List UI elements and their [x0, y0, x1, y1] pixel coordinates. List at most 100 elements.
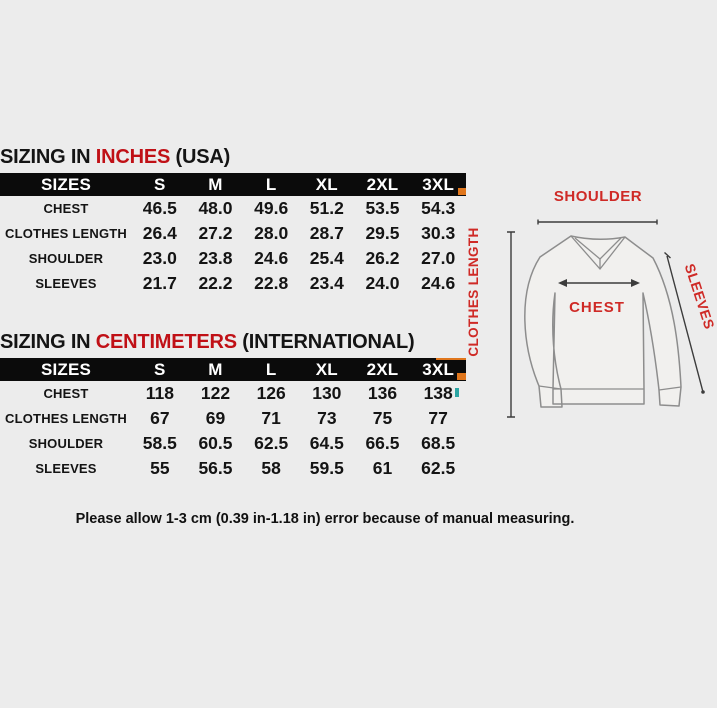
table-row: CLOTHES LENGTH 26.4 27.2 28.0 28.7 29.5 30.3: [0, 221, 466, 246]
measurement-value: 69: [205, 408, 226, 428]
measurement-value: 48.0: [198, 198, 233, 218]
measurement-value: 30.3: [421, 223, 456, 243]
heading-unit-centimeters: CENTIMETERS: [95, 331, 237, 353]
header-cell-sizes: SIZES: [40, 359, 92, 379]
measurement-value: 46.5: [142, 198, 177, 218]
clothes-length-label: CLOTHES LENGTH: [466, 227, 481, 356]
measurement-value: 23.8: [198, 248, 233, 268]
header-cell-size: S: [154, 174, 166, 194]
table-row: CLOTHES LENGTH 67 69 71 73 75 77: [0, 406, 466, 431]
header-cell-size: M: [208, 174, 223, 194]
heading-unit-inches: INCHES: [95, 146, 171, 168]
clothes-length-measure-line: [507, 231, 515, 418]
sleeves-measure-end-dot: [701, 390, 705, 394]
shoulder-label: SHOULDER: [554, 188, 642, 205]
cropped-orange-strip: [436, 358, 466, 360]
measurement-value: 22.2: [198, 273, 233, 293]
row-label: SLEEVES: [35, 461, 97, 476]
right-cuff-line: [658, 386, 682, 391]
chest-arrowhead-right: [631, 279, 640, 287]
table-row: SLEEVES 55 56.5 58 59.5 61 62.5: [0, 456, 466, 481]
row-label: CLOTHES LENGTH: [5, 226, 127, 241]
cropped-orange-mark: [457, 373, 466, 380]
chest-arrowhead-left: [558, 279, 567, 287]
measurement-value: 29.5: [365, 223, 400, 243]
measurement-value: 71: [261, 408, 281, 428]
measurement-value: 67: [150, 408, 170, 428]
measurement-value: 118: [145, 383, 174, 403]
header-cell-size: 2XL: [366, 174, 399, 194]
measurement-value: 122: [200, 383, 231, 403]
measurement-value: 24.0: [365, 273, 400, 293]
header-cell-size: 3XL: [422, 174, 455, 194]
measurement-value: 61: [372, 458, 393, 478]
header-cell-size: L: [265, 174, 277, 194]
measurement-value: 24.6: [254, 248, 289, 268]
measurement-value: 130: [312, 383, 342, 403]
header-cell-size: L: [265, 359, 277, 379]
header-cell-size: M: [208, 359, 223, 379]
row-label: CHEST: [43, 386, 89, 401]
heading-sizing-centimeters: SIZING IN CENTIMETERS (INTERNATIONAL): [0, 331, 415, 353]
header-cell-size: S: [154, 359, 166, 379]
measurement-value: 26.2: [365, 248, 400, 268]
measurement-value: 136: [367, 383, 398, 403]
header-cell-size: XL: [315, 174, 338, 194]
table-row: SLEEVES 21.7 22.2 22.8 23.4 24.0 24.6: [0, 271, 466, 296]
sizing-table-centimeters: SIZES S M L XL 2XL 3XL CHEST 118 122 126 130 136 138 C…: [0, 358, 466, 481]
table-row: CHEST 118 122 126 130 136 138: [0, 381, 466, 406]
heading-suffix: (USA): [170, 146, 231, 168]
header-cell-size: 2XL: [366, 359, 399, 379]
table-header-row: SIZES S M L XL 2XL 3XL: [0, 358, 466, 381]
heading-suffix: (INTERNATIONAL): [236, 331, 415, 353]
measurement-value: 60.5: [198, 433, 233, 453]
measurement-value: 24.6: [421, 273, 456, 293]
measurement-value: 138: [423, 383, 453, 403]
sweater-outline: [524, 235, 682, 408]
measurement-value: 28.0: [254, 223, 289, 243]
left-cuff-line: [538, 385, 562, 390]
measurement-value: 22.8: [254, 273, 289, 293]
table-row: SHOULDER 58.5 60.5 62.5 64.5 66.5 68.5: [0, 431, 466, 456]
measurement-value: 21.7: [142, 273, 177, 293]
cropped-teal-mark: [455, 388, 459, 397]
header-cell-size: XL: [315, 359, 338, 379]
measurement-value: 77: [428, 408, 448, 428]
row-label: SHOULDER: [28, 251, 104, 266]
sizing-table-inches: SIZES S M L XL 2XL 3XL CHEST 46.5 48.0 49.6 51.2 53.…: [0, 173, 466, 296]
measurement-value: 73: [317, 408, 337, 428]
sleeves-label: SLEEVES: [682, 262, 717, 332]
measurement-value: 27.0: [421, 248, 456, 268]
table-header-row: SIZES S M L XL 2XL 3XL: [0, 173, 466, 196]
measurement-value: 64.5: [309, 433, 344, 453]
cropped-orange-mark: [458, 188, 466, 195]
chest-label: CHEST: [569, 299, 625, 316]
measurement-value: 49.6: [254, 198, 289, 218]
measurement-value: 23.4: [309, 273, 344, 293]
measurement-value: 66.5: [365, 433, 400, 453]
measurement-value: 59.5: [309, 458, 344, 478]
row-label: SLEEVES: [35, 276, 97, 291]
measurement-value: 55: [150, 458, 170, 478]
measurement-value: 62.5: [254, 433, 289, 453]
measurement-value: 27.2: [198, 223, 233, 243]
header-cell-size: 3XL: [422, 359, 455, 379]
measurement-value: 28.7: [309, 223, 344, 243]
measurement-value: 54.3: [421, 198, 456, 218]
table-row: SHOULDER 23.0 23.8 24.6 25.4 26.2 27.0: [0, 246, 466, 271]
sleeves-measure-line: [664, 251, 704, 393]
measurement-value: 23.0: [142, 248, 177, 268]
measurement-value: 126: [256, 383, 286, 403]
heading-prefix: SIZING IN: [0, 331, 96, 353]
measuring-error-note: Please allow 1-3 cm (0.39 in-1.18 in) er…: [75, 511, 575, 527]
shoulder-measure-line: [537, 219, 658, 225]
row-label: CLOTHES LENGTH: [5, 411, 127, 426]
measurement-value: 58.5: [142, 433, 177, 453]
header-cell-sizes: SIZES: [40, 174, 92, 194]
heading-sizing-inches: SIZING IN INCHES (USA): [0, 146, 230, 168]
measurement-value: 56.5: [198, 458, 233, 478]
heading-prefix: SIZING IN: [0, 146, 96, 168]
row-label: CHEST: [43, 201, 89, 216]
sweater-measurement-diagram: SHOULDER CLOTHES LENGTH CHEST SLEEVES: [466, 188, 717, 418]
